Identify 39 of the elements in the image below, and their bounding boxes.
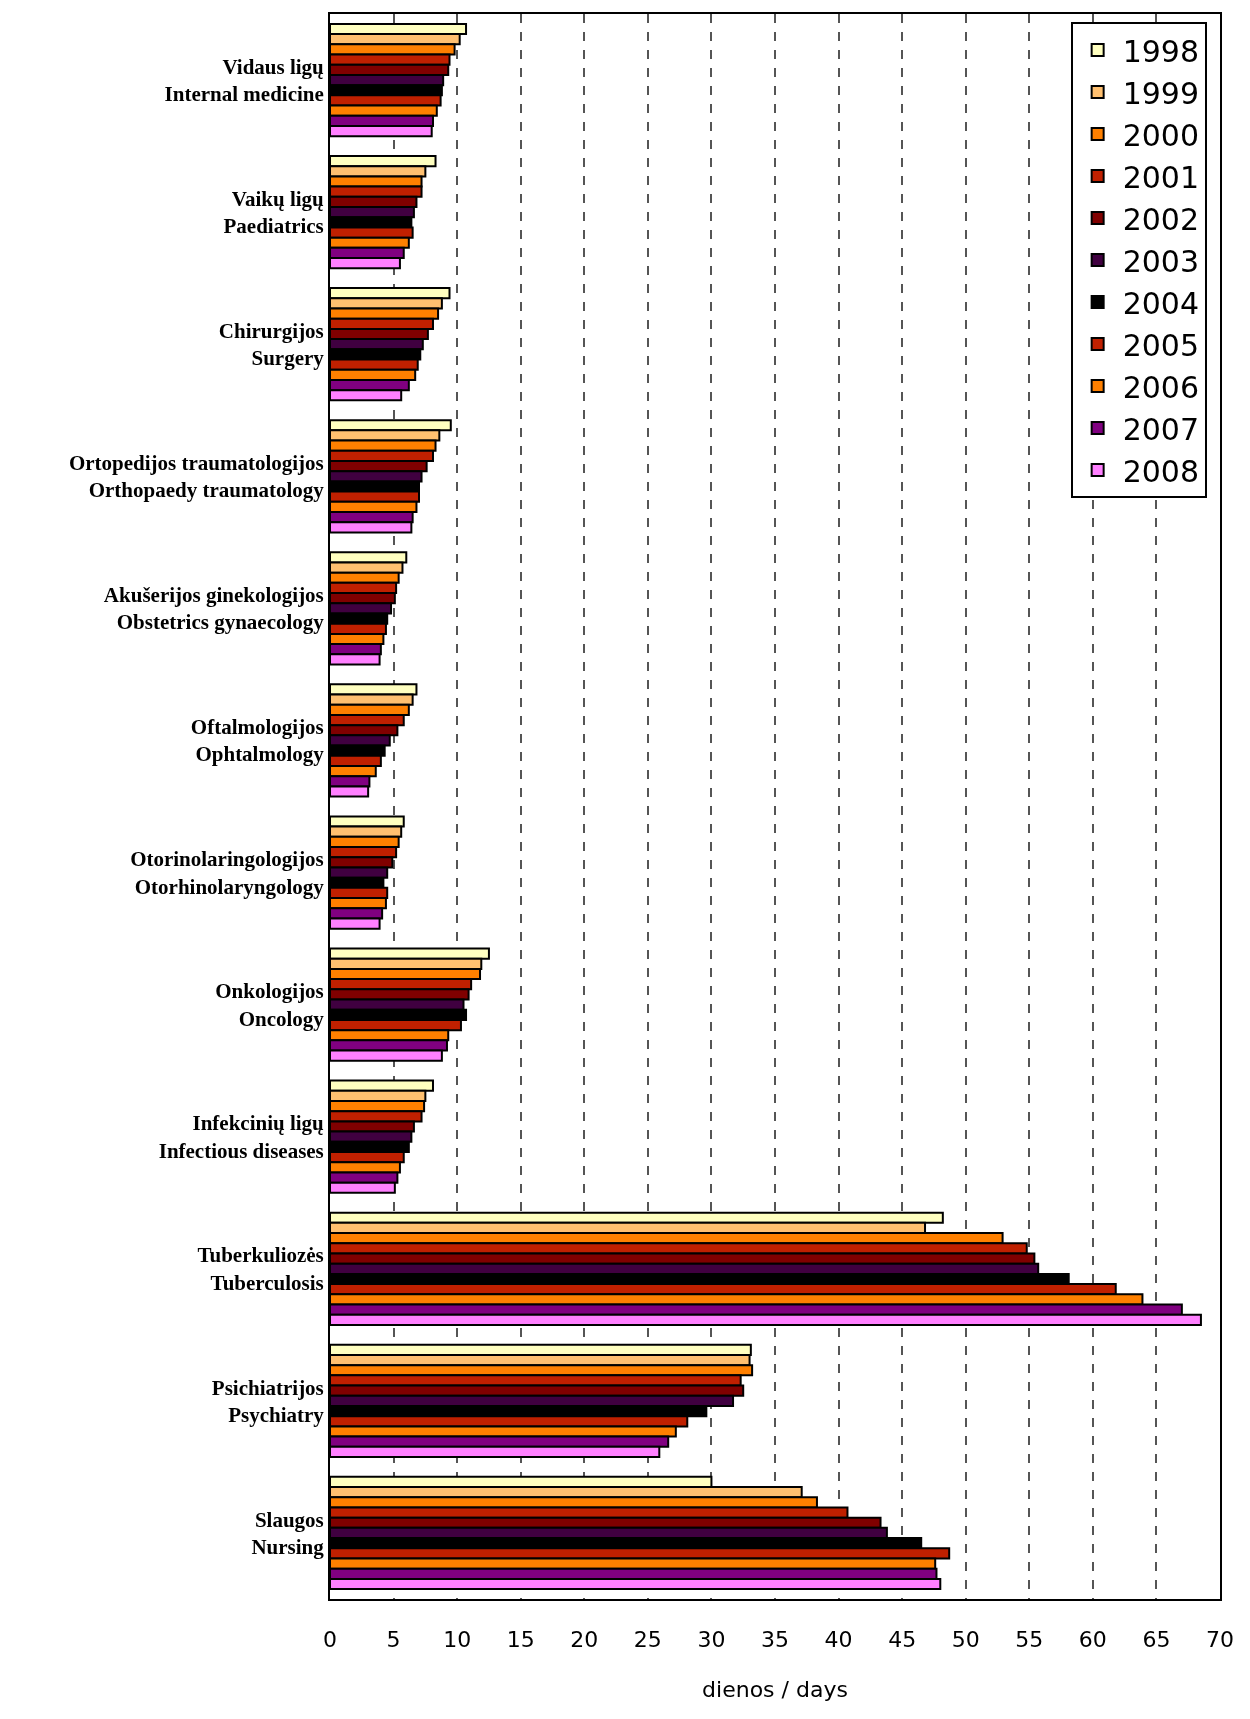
y-tick-label: Psichiatrijos Psychiatry [211,1375,325,1427]
legend-label: 2005 [1122,327,1200,363]
x-tick-label: 40 [824,1627,853,1653]
y-tick-label: Chirurgijos Surgery [218,318,325,371]
x-tick-label: 35 [761,1627,789,1653]
legend-label: 1998 [1122,33,1200,69]
y-tick-label: Ortopedijos traumatologijos Orthopaedy traumatology [68,450,325,503]
x-tick-label: 5 [386,1627,401,1653]
x-tick-label: 20 [570,1627,599,1653]
x-axis-title: dienos / days [702,1676,848,1702]
y-tick-label: Onkologijos Oncology [215,979,325,1031]
y-tick-label: Akušerijos ginekologijos Obstetrics gynaecology [103,583,325,635]
legend-label: 2002 [1122,201,1200,237]
x-tick-label: 60 [1078,1627,1107,1653]
legend-label: 2006 [1122,369,1200,405]
x-tick-label: 15 [506,1627,535,1653]
legend-label: 2004 [1122,285,1200,321]
legend-label: 1999 [1122,75,1200,111]
x-tick-label: 10 [443,1627,472,1653]
x-tick-label: 50 [951,1627,980,1653]
legend-label: 2008 [1122,453,1200,489]
x-tick-label: 70 [1206,1627,1234,1653]
y-tick-label: Tuberkuliozės Tuberculosis [197,1243,324,1295]
y-tick-label: Infekcinių ligų Infectious diseases [158,1111,325,1163]
x-tick-label: 25 [633,1627,662,1653]
x-tick-label: 65 [1142,1627,1171,1653]
x-tick-label: 55 [1015,1627,1044,1653]
legend-label: 2001 [1122,159,1200,195]
x-tick-label: 45 [888,1627,917,1653]
x-tick-label: 0 [323,1627,337,1653]
legend-label: 2007 [1122,411,1200,447]
legend-label: 2003 [1122,243,1200,279]
y-tick-label: Slaugos Nursing [251,1507,325,1559]
x-tick-label: 30 [697,1627,726,1653]
y-tick-label: Vaikų ligų Paediatrics [223,186,325,239]
legend-label: 2000 [1122,117,1200,153]
y-tick-label: Oftalmologijos Ophtalmology [190,715,325,767]
y-tick-label: Vidaus ligų Internal medicine [164,54,325,107]
y-tick-label: Otorinolaringologijos Otorhinolaryngology [130,847,325,899]
